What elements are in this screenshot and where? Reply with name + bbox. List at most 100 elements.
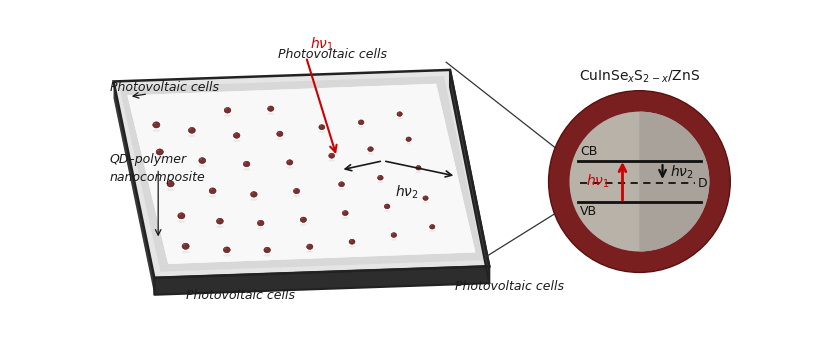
Ellipse shape	[368, 153, 374, 155]
Ellipse shape	[265, 248, 267, 250]
Ellipse shape	[320, 125, 321, 127]
Ellipse shape	[199, 158, 202, 160]
Ellipse shape	[258, 221, 261, 222]
Ellipse shape	[243, 168, 250, 170]
Ellipse shape	[569, 112, 710, 252]
Polygon shape	[120, 76, 483, 272]
Ellipse shape	[276, 131, 283, 136]
Text: Photovoltaic cells: Photovoltaic cells	[455, 280, 564, 293]
Ellipse shape	[301, 218, 303, 219]
Text: $h\nu_1$: $h\nu_1$	[586, 173, 610, 190]
Ellipse shape	[287, 160, 290, 162]
Ellipse shape	[156, 149, 164, 155]
Ellipse shape	[369, 147, 370, 149]
Ellipse shape	[183, 244, 185, 246]
Ellipse shape	[178, 221, 185, 223]
Ellipse shape	[251, 199, 257, 201]
Ellipse shape	[153, 122, 160, 128]
Polygon shape	[127, 84, 476, 264]
Text: Photovoltaic cells: Photovoltaic cells	[186, 289, 295, 302]
Ellipse shape	[243, 161, 250, 167]
Ellipse shape	[549, 91, 730, 272]
Ellipse shape	[378, 181, 383, 183]
Ellipse shape	[251, 192, 257, 197]
Polygon shape	[154, 266, 490, 295]
Ellipse shape	[358, 126, 364, 128]
Ellipse shape	[339, 182, 344, 187]
Ellipse shape	[342, 217, 349, 219]
Ellipse shape	[210, 189, 212, 190]
Ellipse shape	[330, 154, 331, 155]
Polygon shape	[114, 70, 490, 278]
Ellipse shape	[157, 150, 159, 151]
Ellipse shape	[182, 251, 189, 253]
Ellipse shape	[294, 188, 300, 194]
Ellipse shape	[342, 211, 349, 216]
Text: CuInSe$_x$S$_{2-x}$/ZnS: CuInSe$_x$S$_{2-x}$/ZnS	[579, 68, 700, 84]
Text: CB: CB	[580, 145, 598, 158]
Ellipse shape	[188, 135, 196, 137]
Ellipse shape	[329, 153, 334, 158]
Ellipse shape	[267, 106, 274, 111]
Wedge shape	[639, 112, 710, 252]
Ellipse shape	[244, 162, 247, 163]
Text: $h\nu_2$: $h\nu_2$	[394, 184, 418, 201]
Ellipse shape	[182, 243, 189, 249]
Ellipse shape	[234, 133, 237, 135]
Ellipse shape	[384, 204, 390, 209]
Ellipse shape	[368, 147, 374, 151]
Ellipse shape	[343, 211, 345, 213]
Ellipse shape	[167, 188, 174, 191]
Text: $h\nu_1$: $h\nu_1$	[310, 35, 334, 53]
Ellipse shape	[407, 137, 408, 139]
Ellipse shape	[378, 176, 380, 177]
Ellipse shape	[416, 165, 421, 170]
Ellipse shape	[264, 247, 271, 253]
Ellipse shape	[392, 233, 393, 234]
Text: QD–polymer
nanocomposite: QD–polymer nanocomposite	[110, 153, 206, 184]
Ellipse shape	[178, 213, 185, 219]
Ellipse shape	[209, 188, 216, 194]
Polygon shape	[127, 84, 476, 264]
Ellipse shape	[224, 107, 231, 113]
Text: $h\nu_2$: $h\nu_2$	[671, 163, 694, 181]
Ellipse shape	[167, 181, 174, 187]
Ellipse shape	[339, 182, 341, 184]
Ellipse shape	[430, 225, 432, 226]
Ellipse shape	[267, 113, 274, 115]
Ellipse shape	[198, 165, 206, 167]
Ellipse shape	[319, 125, 325, 130]
Ellipse shape	[216, 226, 224, 228]
Ellipse shape	[300, 224, 307, 226]
Ellipse shape	[306, 251, 313, 253]
Ellipse shape	[429, 230, 435, 232]
Ellipse shape	[430, 224, 435, 229]
Text: VB: VB	[580, 205, 597, 218]
Ellipse shape	[349, 240, 352, 241]
Ellipse shape	[217, 219, 220, 221]
Ellipse shape	[306, 244, 313, 250]
Ellipse shape	[398, 112, 399, 113]
Ellipse shape	[359, 120, 361, 122]
Ellipse shape	[384, 210, 390, 212]
Ellipse shape	[264, 254, 271, 256]
Ellipse shape	[417, 166, 418, 167]
Ellipse shape	[286, 166, 293, 169]
Ellipse shape	[293, 195, 300, 197]
Ellipse shape	[257, 220, 264, 226]
Ellipse shape	[397, 117, 403, 119]
Ellipse shape	[406, 142, 412, 144]
Ellipse shape	[224, 115, 232, 117]
Ellipse shape	[223, 247, 230, 253]
Ellipse shape	[423, 197, 425, 198]
Ellipse shape	[300, 217, 306, 222]
Ellipse shape	[225, 108, 227, 110]
Ellipse shape	[156, 156, 164, 159]
Ellipse shape	[209, 195, 217, 198]
Ellipse shape	[307, 245, 310, 246]
Ellipse shape	[223, 254, 231, 257]
Ellipse shape	[189, 128, 192, 130]
Ellipse shape	[397, 112, 403, 116]
Text: Photovoltaic cells: Photovoltaic cells	[110, 81, 218, 94]
Ellipse shape	[339, 188, 344, 190]
